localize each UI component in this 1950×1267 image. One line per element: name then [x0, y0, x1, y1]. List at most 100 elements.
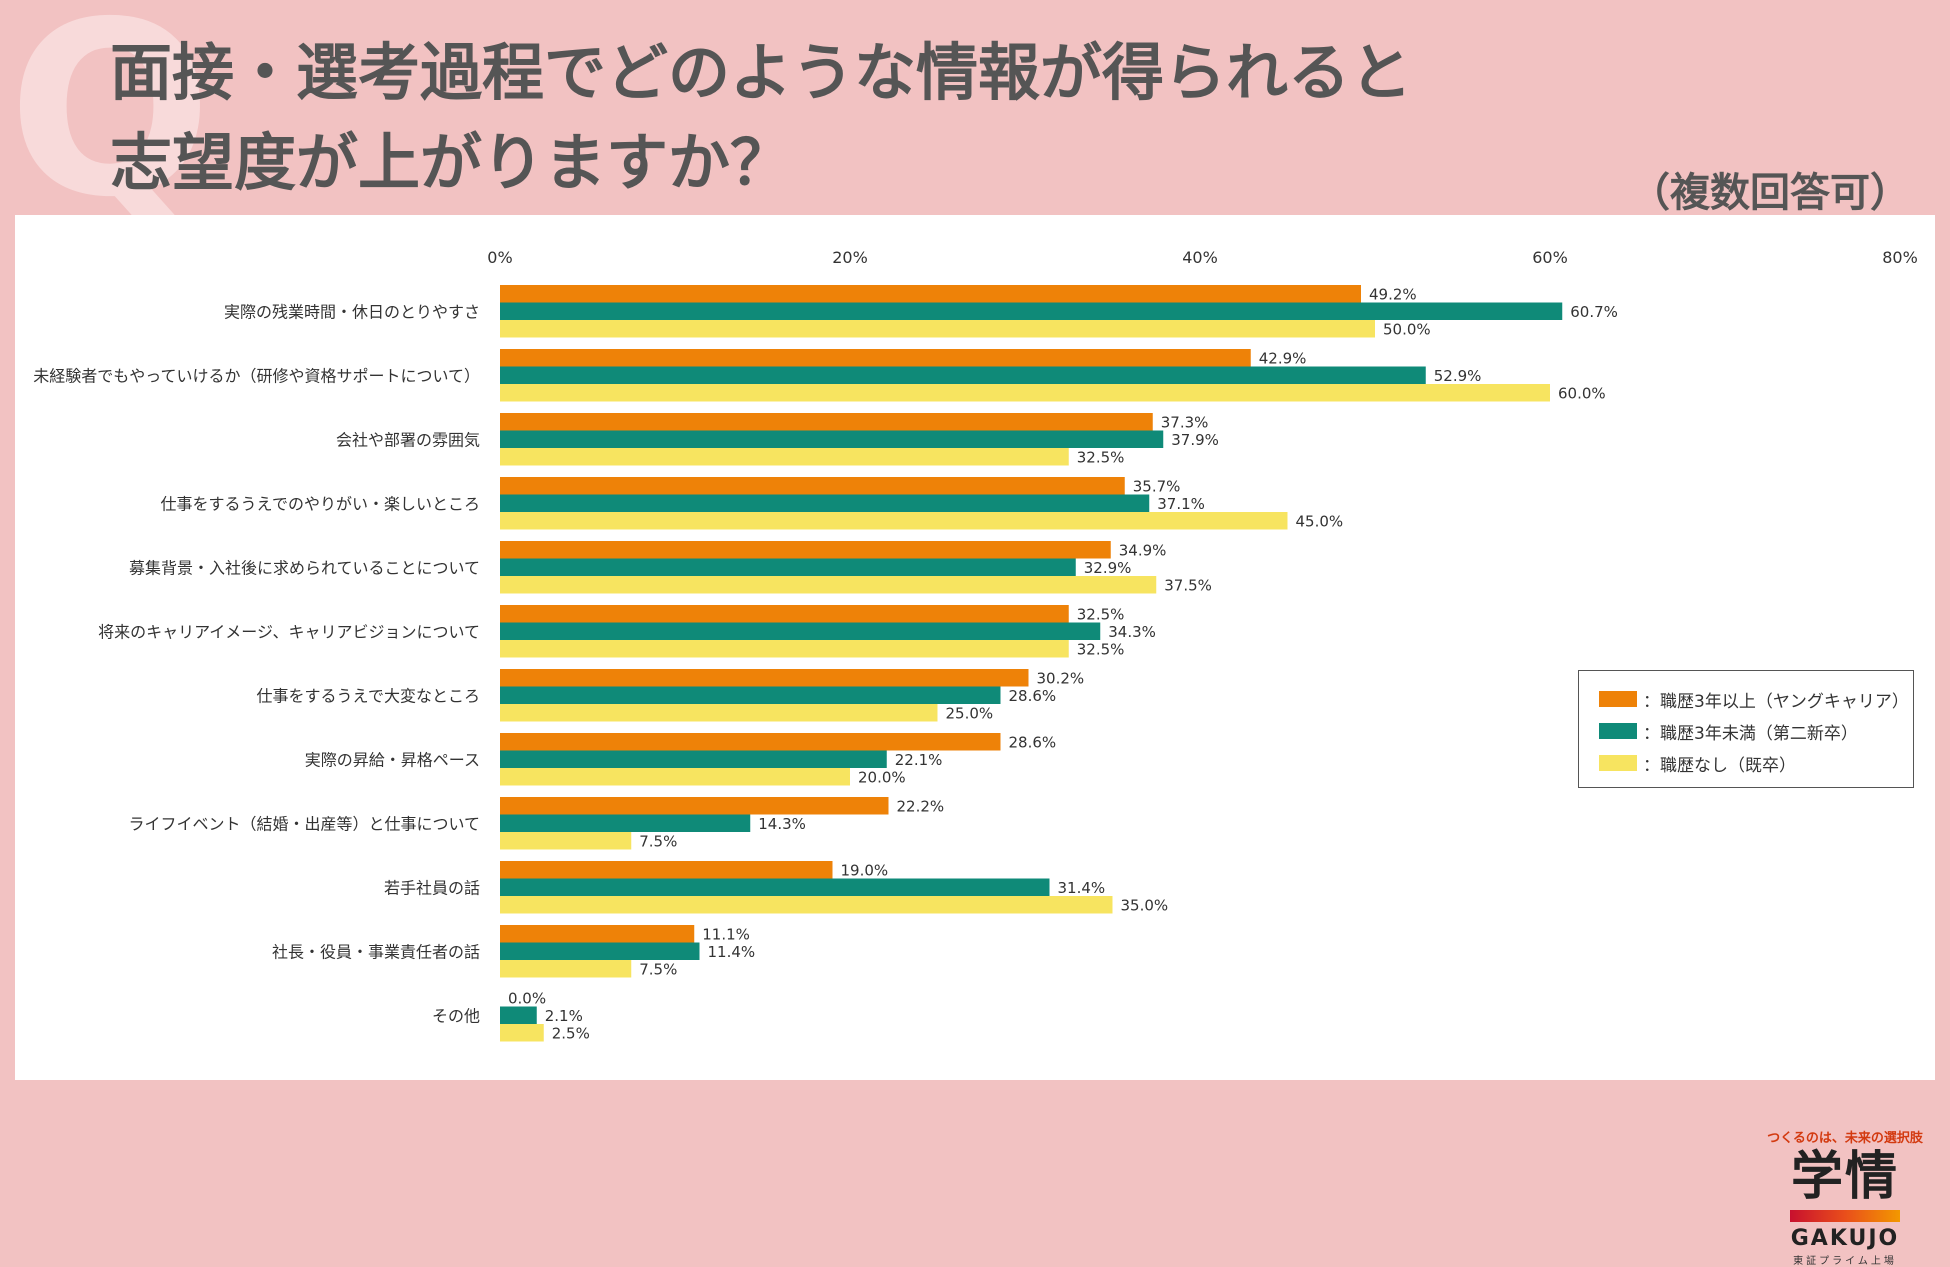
x-tick-label: 80% — [1882, 248, 1918, 267]
data-label: 19.0% — [841, 862, 889, 880]
data-label: 32.5% — [1077, 606, 1125, 624]
bar — [500, 861, 833, 879]
logo-tagline: つくるのは、未来の選択肢 — [1767, 1131, 1923, 1146]
title-line-2: 志望度が上がりますか？ — [110, 126, 793, 199]
data-label: 32.5% — [1077, 449, 1125, 467]
bar — [500, 814, 751, 832]
bar — [500, 605, 1069, 623]
chart-legend: ：職歴3年以上（ヤングキャリア） ：職歴3年未満（第二新卒） ：職歴なし（既卒） — [1578, 670, 1914, 788]
data-label: 32.9% — [1084, 559, 1132, 577]
logo-gakujo: GAKUJO — [1790, 1226, 1900, 1251]
bar — [500, 1006, 537, 1024]
bar — [500, 925, 695, 943]
category-label: 仕事をするうえでのやりがい・楽しいところ — [160, 494, 480, 513]
data-label: 37.5% — [1164, 577, 1212, 595]
bar — [500, 622, 1101, 640]
bar — [500, 878, 1050, 896]
logo-main-text: 学情 — [1790, 1147, 1899, 1207]
bar — [500, 558, 1076, 576]
category-label: 未経験者でもやっていけるか（研修や資格サポートについて） — [33, 366, 480, 385]
data-label: 25.0% — [946, 705, 994, 723]
data-label: 34.3% — [1108, 623, 1156, 641]
bar — [500, 832, 632, 850]
gakujo-logo: つくるのは、未来の選択肢 学情 GAKUJO 東証プライム上場 — [1765, 1127, 1925, 1267]
logo-listing: 東証プライム上場 — [1793, 1256, 1897, 1267]
legend-item-second-graduate: ：職歴3年未満（第二新卒） — [1599, 715, 1913, 747]
legend-label: ：職歴3年以上（ヤングキャリア） — [1643, 691, 1909, 712]
bar — [500, 768, 850, 786]
category-label: 実際の残業時間・休日のとりやすさ — [224, 302, 480, 321]
data-label: 2.5% — [552, 1025, 590, 1043]
data-label: 11.1% — [702, 926, 750, 944]
x-tick-label: 0% — [487, 248, 512, 267]
data-label: 52.9% — [1434, 367, 1482, 385]
bar — [500, 285, 1361, 303]
category-label: その他 — [432, 1006, 480, 1025]
data-label: 45.0% — [1296, 513, 1344, 531]
legend-item-young-career: ：職歴3年以上（ヤングキャリア） — [1599, 683, 1913, 715]
chart-panel: 0% 20% 40% 60% 80% 実際の残業時間・休日のとりやすさ 49.2% 60.7%… — [15, 215, 1935, 1267]
data-label: 22.2% — [897, 798, 945, 816]
data-label: 34.9% — [1119, 542, 1167, 560]
bar-chart: 0% 20% 40% 60% 80% 実際の残業時間・休日のとりやすさ 49.2% 60.7%… — [33, 248, 1918, 1043]
bar — [500, 430, 1164, 448]
data-label: 30.2% — [1037, 670, 1085, 688]
category-label: 募集背景・入社後に求められていることについて — [129, 558, 480, 577]
bar — [500, 494, 1150, 512]
data-label: 28.6% — [1009, 687, 1057, 705]
x-tick-label: 20% — [832, 248, 868, 267]
data-label: 37.1% — [1157, 495, 1205, 513]
data-label: 50.0% — [1383, 321, 1431, 339]
data-label: 35.7% — [1133, 478, 1181, 496]
bar — [500, 349, 1251, 367]
bar — [500, 366, 1426, 384]
title-line-1: 面接・選考過程でどのような情報が得られると — [110, 36, 1413, 109]
data-label: 37.9% — [1171, 431, 1219, 449]
bar — [500, 640, 1069, 658]
legend-label: ：職歴なし（既卒） — [1643, 755, 1796, 776]
legend-swatch-orange — [1599, 691, 1637, 707]
bar — [500, 750, 887, 768]
data-label: 0.0% — [508, 990, 546, 1008]
data-label: 28.6% — [1009, 734, 1057, 752]
legend-swatch-yellow — [1599, 755, 1637, 771]
legend-swatch-teal — [1599, 723, 1637, 739]
data-label: 42.9% — [1259, 350, 1307, 368]
data-label: 22.1% — [895, 751, 943, 769]
bar — [500, 477, 1125, 495]
bar — [500, 448, 1069, 466]
bar — [500, 686, 1001, 704]
category-label: 社長・役員・事業責任者の話 — [272, 942, 480, 961]
bar — [500, 320, 1375, 338]
data-label: 7.5% — [639, 961, 677, 979]
category-label: 若手社員の話 — [384, 878, 480, 897]
category-label: 会社や部署の雰囲気 — [336, 430, 480, 449]
category-label: 将来のキャリアイメージ、キャリアビジョンについて — [98, 622, 480, 641]
bar — [500, 413, 1153, 431]
bar — [500, 302, 1563, 320]
data-label: 35.0% — [1121, 897, 1169, 915]
data-label: 31.4% — [1058, 879, 1106, 897]
data-label: 11.4% — [708, 943, 756, 961]
bar — [500, 512, 1288, 530]
legend-label: ：職歴3年未満（第二新卒） — [1643, 723, 1858, 744]
bar — [500, 576, 1157, 594]
data-label: 2.1% — [545, 1007, 583, 1025]
data-label: 32.5% — [1077, 641, 1125, 659]
bar — [500, 704, 938, 722]
bar — [500, 733, 1001, 751]
category-label: ライフイベント（結婚・出産等）と仕事について — [128, 814, 480, 833]
x-tick-label: 60% — [1532, 248, 1568, 267]
bar — [500, 384, 1550, 402]
multiple-answer-note: （複数回答可） — [1630, 170, 1910, 216]
q-decoration: Q — [8, 0, 213, 250]
logo-gradient-bar — [1790, 1210, 1900, 1222]
x-tick-label: 40% — [1182, 248, 1218, 267]
category-label: 仕事をするうえで大変なところ — [256, 686, 480, 705]
data-label: 49.2% — [1369, 286, 1417, 304]
bar — [500, 541, 1111, 559]
data-label: 7.5% — [639, 833, 677, 851]
page-title: 面接・選考過程でどのような情報が得られると 志望度が上がりますか？ — [110, 28, 1412, 208]
category-label: 実際の昇給・昇格ペース — [305, 750, 480, 769]
bar — [500, 669, 1029, 687]
